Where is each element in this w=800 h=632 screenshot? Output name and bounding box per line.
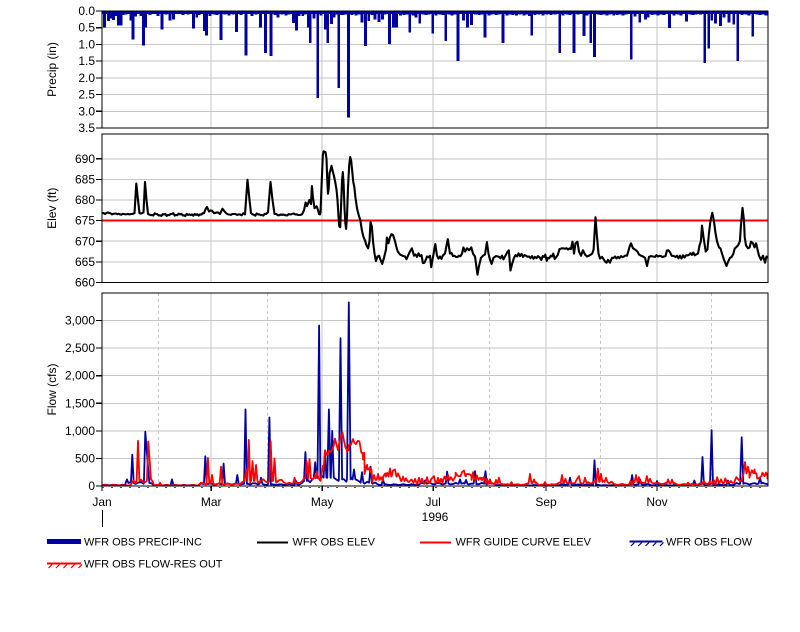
svg-text:Nov: Nov (646, 495, 667, 509)
svg-text:WFR OBS FLOW-RES OUT: WFR OBS FLOW-RES OUT (84, 559, 223, 571)
svg-text:0.0: 0.0 (78, 4, 95, 18)
svg-text:685: 685 (75, 172, 95, 186)
svg-text:3.5: 3.5 (78, 121, 95, 135)
svg-text:1.0: 1.0 (78, 37, 95, 51)
svg-text:Jul: Jul (426, 495, 441, 509)
svg-text:May: May (311, 495, 334, 509)
svg-text:0.5: 0.5 (78, 21, 95, 35)
svg-text:WFR OBS FLOW: WFR OBS FLOW (666, 537, 753, 549)
svg-text:WFR OBS ELEV: WFR OBS ELEV (293, 537, 376, 549)
svg-text:2,000: 2,000 (65, 369, 95, 383)
svg-text:2,500: 2,500 (65, 341, 95, 355)
svg-text:680: 680 (75, 193, 95, 207)
svg-text:675: 675 (75, 214, 95, 228)
svg-text:WFR OBS PRECIP-INC: WFR OBS PRECIP-INC (84, 537, 202, 549)
svg-text:WFR GUIDE CURVE ELEV: WFR GUIDE CURVE ELEV (456, 537, 592, 549)
svg-text:Sep: Sep (535, 495, 557, 509)
svg-text:670: 670 (75, 234, 95, 248)
svg-text:660: 660 (75, 276, 95, 290)
svg-text:3,000: 3,000 (65, 314, 95, 328)
svg-text:2.5: 2.5 (78, 88, 95, 102)
svg-text:1,000: 1,000 (65, 424, 95, 438)
svg-text:690: 690 (75, 152, 95, 166)
svg-text:665: 665 (75, 255, 95, 269)
svg-text:1.5: 1.5 (78, 54, 95, 68)
svg-text:1,500: 1,500 (65, 396, 95, 410)
svg-text:2.0: 2.0 (78, 71, 95, 85)
svg-text:0: 0 (88, 479, 95, 493)
svg-text:Mar: Mar (201, 495, 222, 509)
svg-text:Jan: Jan (92, 495, 111, 509)
svg-text:3.0: 3.0 (78, 104, 95, 118)
svg-text:1996: 1996 (422, 510, 449, 524)
svg-text:Elev (ft): Elev (ft) (45, 188, 59, 229)
svg-text:500: 500 (75, 451, 95, 465)
svg-text:Flow (cfs): Flow (cfs) (45, 364, 59, 416)
svg-text:Precip (in): Precip (in) (45, 42, 59, 97)
